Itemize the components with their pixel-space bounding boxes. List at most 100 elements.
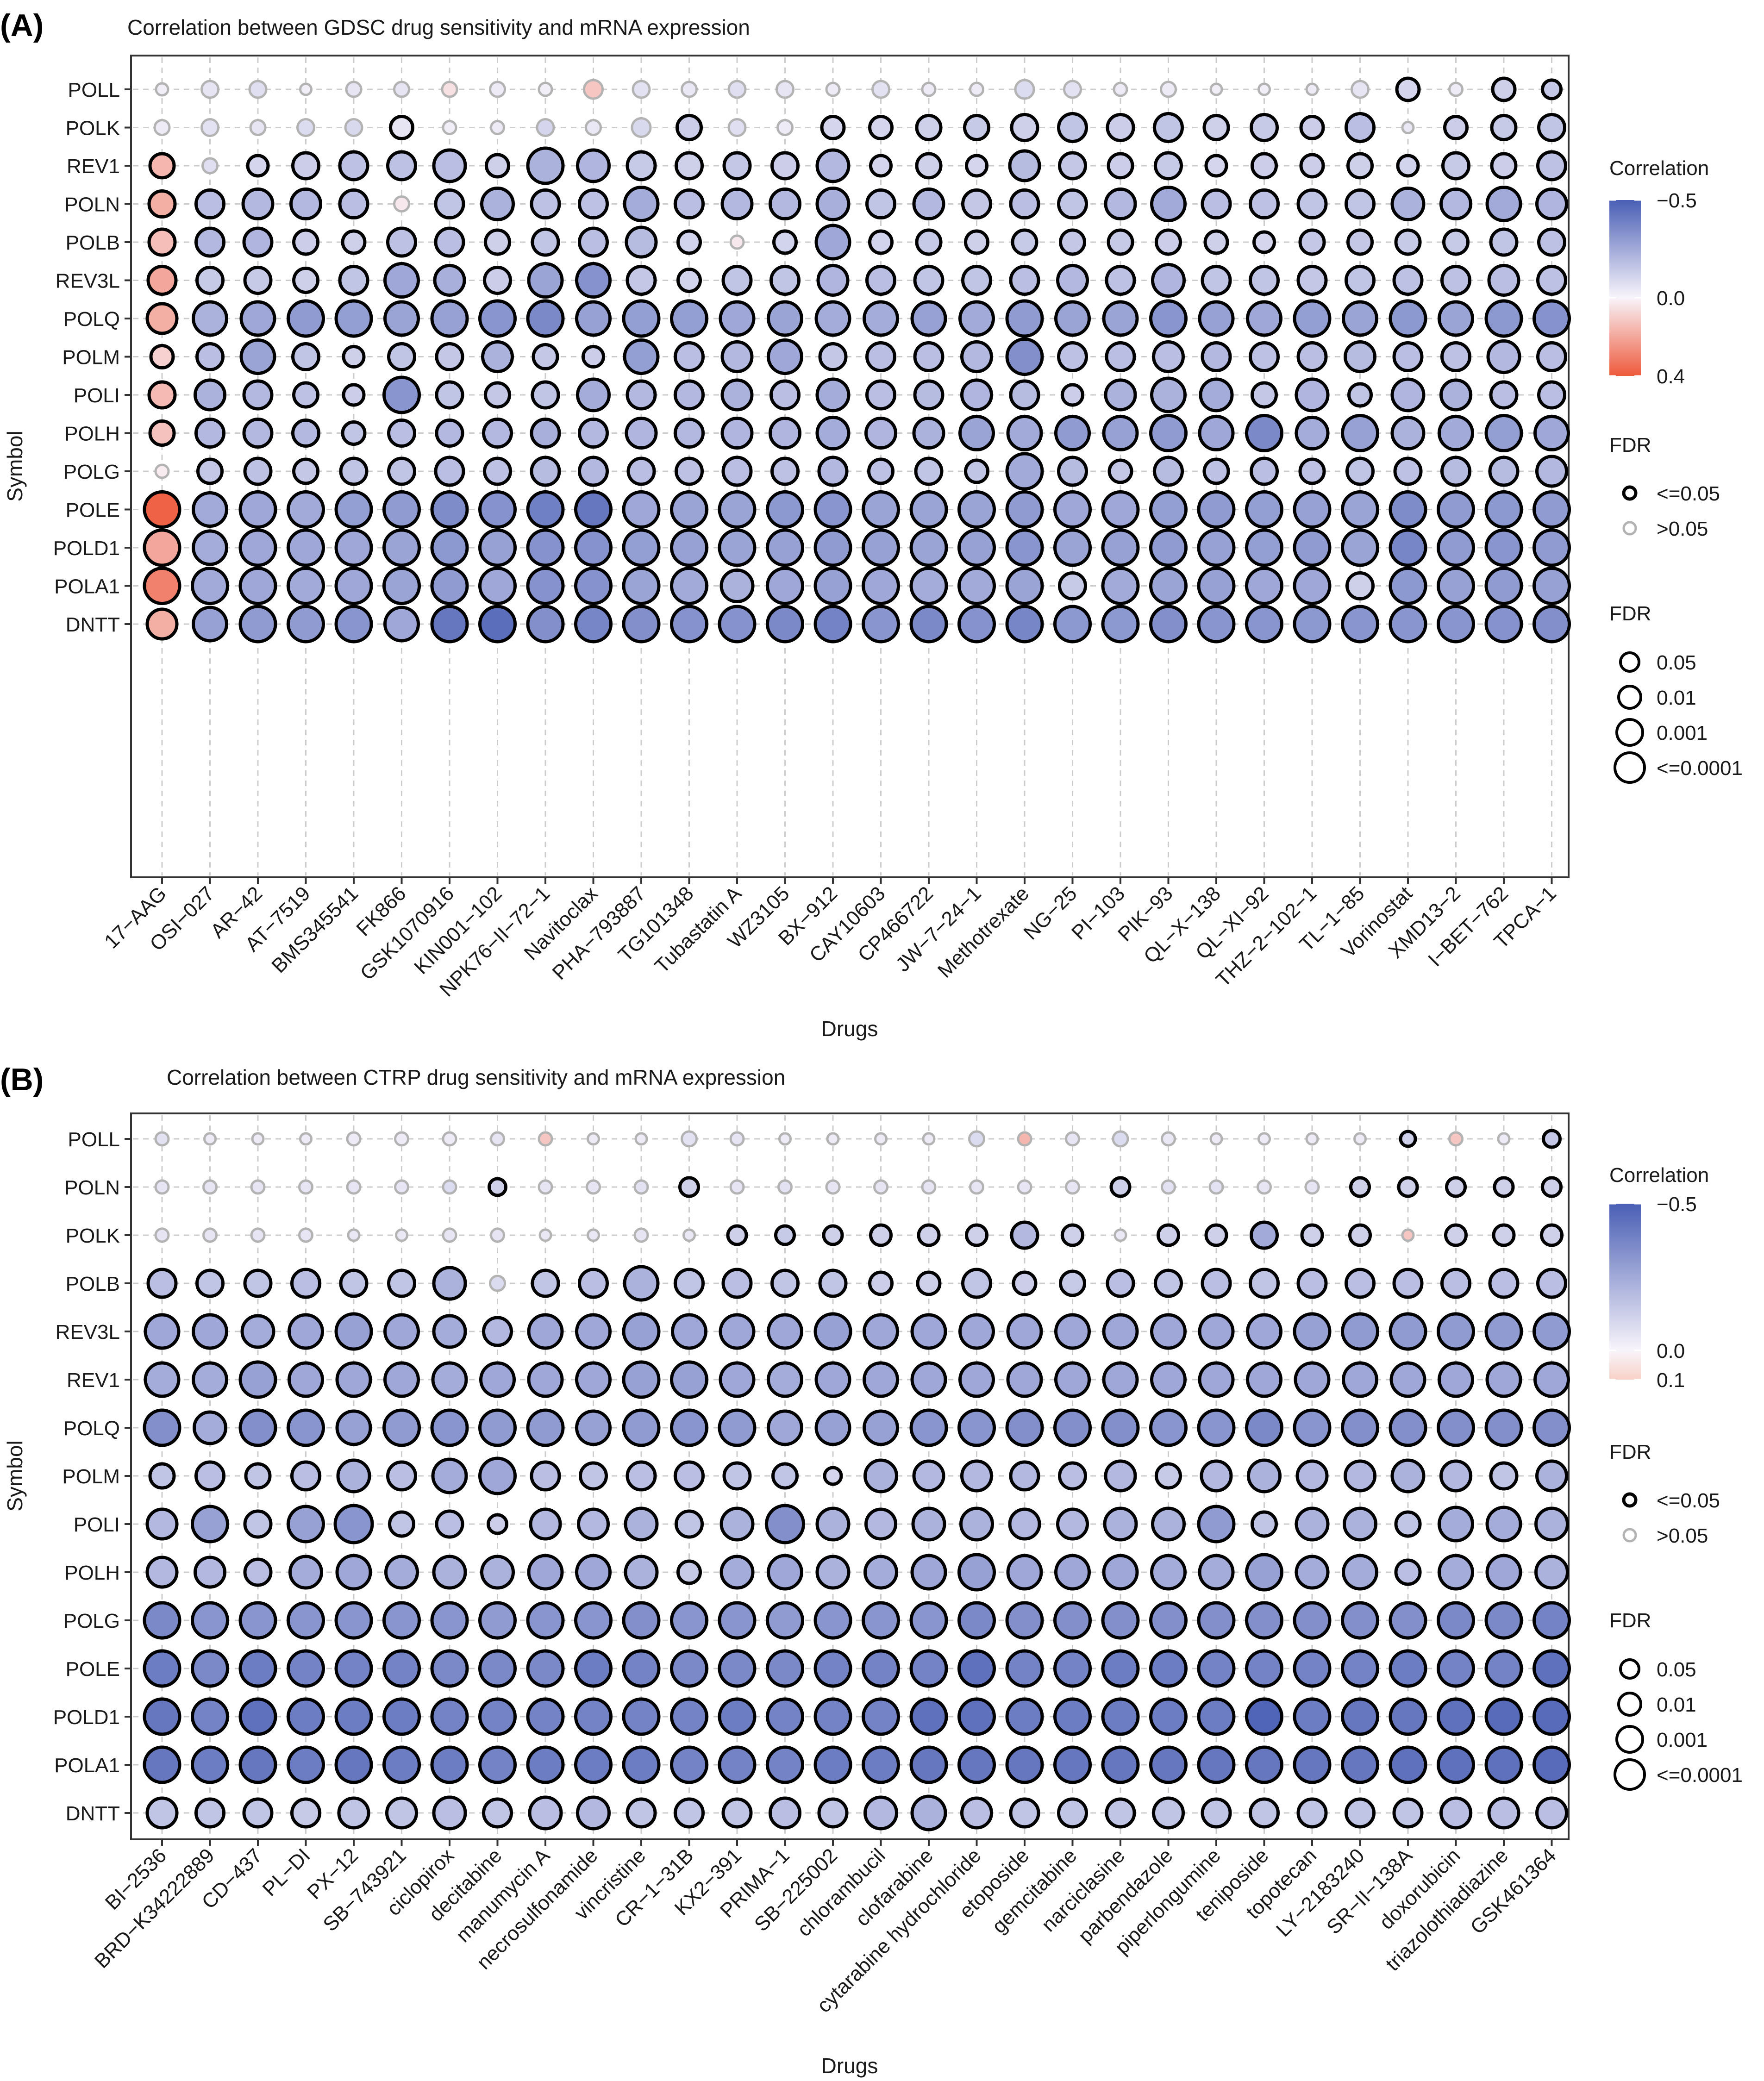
data-point xyxy=(1390,187,1426,221)
panel-b-points xyxy=(143,1129,1571,1831)
data-point xyxy=(1005,1745,1044,1784)
data-point xyxy=(243,1557,273,1587)
data-point xyxy=(720,340,754,373)
data-point xyxy=(1149,299,1188,338)
data-point xyxy=(1017,1179,1032,1195)
data-point xyxy=(909,605,948,644)
data-point xyxy=(1389,1601,1427,1640)
data-point xyxy=(575,1361,612,1398)
data-point xyxy=(729,1131,745,1147)
data-point xyxy=(1348,1223,1372,1247)
data-point xyxy=(1533,1601,1571,1640)
data-point xyxy=(1201,265,1232,296)
data-point xyxy=(1485,1361,1522,1398)
data-point xyxy=(1395,76,1421,102)
data-point xyxy=(1101,1697,1140,1736)
panel-a-legend-fdr-title-1: FDR xyxy=(1609,434,1651,456)
data-point xyxy=(574,528,613,567)
data-point xyxy=(1491,76,1517,102)
data-point xyxy=(815,1506,851,1542)
y-tick-label: POLK xyxy=(66,1225,120,1247)
data-point xyxy=(960,1796,993,1830)
data-point xyxy=(434,188,465,219)
data-point xyxy=(434,456,465,487)
data-point xyxy=(242,226,274,258)
data-point xyxy=(1343,1506,1377,1542)
data-point xyxy=(288,1361,324,1398)
panel-b-title: Correlation between CTRP drug sensitivit… xyxy=(167,1065,785,1089)
data-point xyxy=(1438,1361,1474,1398)
data-point xyxy=(622,528,661,567)
data-point xyxy=(489,1275,506,1292)
data-point xyxy=(432,1795,467,1831)
panel-b-fdr-color-keys: <=0.05 >0.05 xyxy=(1622,1489,1720,1547)
data-point xyxy=(1104,1459,1137,1493)
data-point xyxy=(241,187,275,220)
data-point xyxy=(538,81,553,97)
y-tick-label: REV1 xyxy=(67,1369,120,1392)
data-point xyxy=(147,380,177,410)
data-point xyxy=(333,1504,374,1544)
data-point xyxy=(910,1313,947,1350)
data-point xyxy=(1054,1313,1091,1350)
data-point xyxy=(387,419,416,448)
data-point xyxy=(670,1697,708,1736)
data-point xyxy=(578,1268,609,1299)
data-point xyxy=(1389,567,1427,605)
data-point xyxy=(292,267,319,294)
x-tick-label: PL−DI xyxy=(258,1844,315,1900)
data-point xyxy=(675,151,704,181)
data-point xyxy=(1245,567,1283,605)
data-point xyxy=(909,490,948,529)
data-point xyxy=(526,605,565,644)
data-point xyxy=(766,567,804,605)
data-point xyxy=(777,1179,793,1195)
data-point xyxy=(1293,1601,1332,1640)
data-point xyxy=(144,1361,181,1398)
y-tick-label: REV3L xyxy=(56,1321,120,1344)
data-point xyxy=(722,1461,752,1491)
data-point xyxy=(1345,265,1376,296)
y-tick-label: REV3L xyxy=(56,270,120,293)
data-point xyxy=(238,1649,277,1688)
data-point xyxy=(960,1459,993,1493)
data-point xyxy=(431,1457,468,1494)
panel-a-legend: Correlation −0.5 0.0 0.4 FDR <=0.05 >0.05 F… xyxy=(1609,157,1743,784)
data-point xyxy=(585,119,602,136)
data-point xyxy=(244,1462,272,1490)
data-point xyxy=(863,1555,898,1590)
data-point xyxy=(912,417,945,450)
data-point xyxy=(587,1228,600,1242)
data-point xyxy=(957,1601,996,1640)
data-point xyxy=(1198,415,1235,451)
data-point xyxy=(478,567,517,605)
data-point xyxy=(814,224,851,261)
data-point xyxy=(718,1601,757,1640)
panel-a-title: Correlation between GDSC drug sensitivit… xyxy=(127,15,750,39)
panel-b-colorbar xyxy=(1609,1204,1641,1380)
fdr-color-key-circle xyxy=(1622,1528,1637,1543)
data-point xyxy=(1160,81,1177,98)
data-point xyxy=(299,82,313,96)
data-point xyxy=(574,605,613,644)
data-point xyxy=(863,1313,899,1350)
data-point xyxy=(287,490,325,529)
data-point xyxy=(579,1461,608,1491)
data-point xyxy=(394,1131,409,1147)
data-point xyxy=(674,1797,705,1829)
data-point xyxy=(287,1408,325,1447)
data-point xyxy=(1448,81,1464,97)
data-point xyxy=(862,1601,900,1640)
data-point xyxy=(1293,490,1332,529)
data-point xyxy=(778,1132,792,1146)
data-point xyxy=(478,1408,517,1447)
data-point xyxy=(478,528,517,567)
data-point xyxy=(143,1601,181,1640)
data-point xyxy=(145,1507,179,1541)
data-point xyxy=(192,491,228,528)
x-tick-label: NG−25 xyxy=(1019,882,1081,944)
data-point xyxy=(575,300,612,337)
data-point xyxy=(1438,415,1474,451)
data-point xyxy=(435,380,464,410)
data-point xyxy=(154,1131,170,1147)
